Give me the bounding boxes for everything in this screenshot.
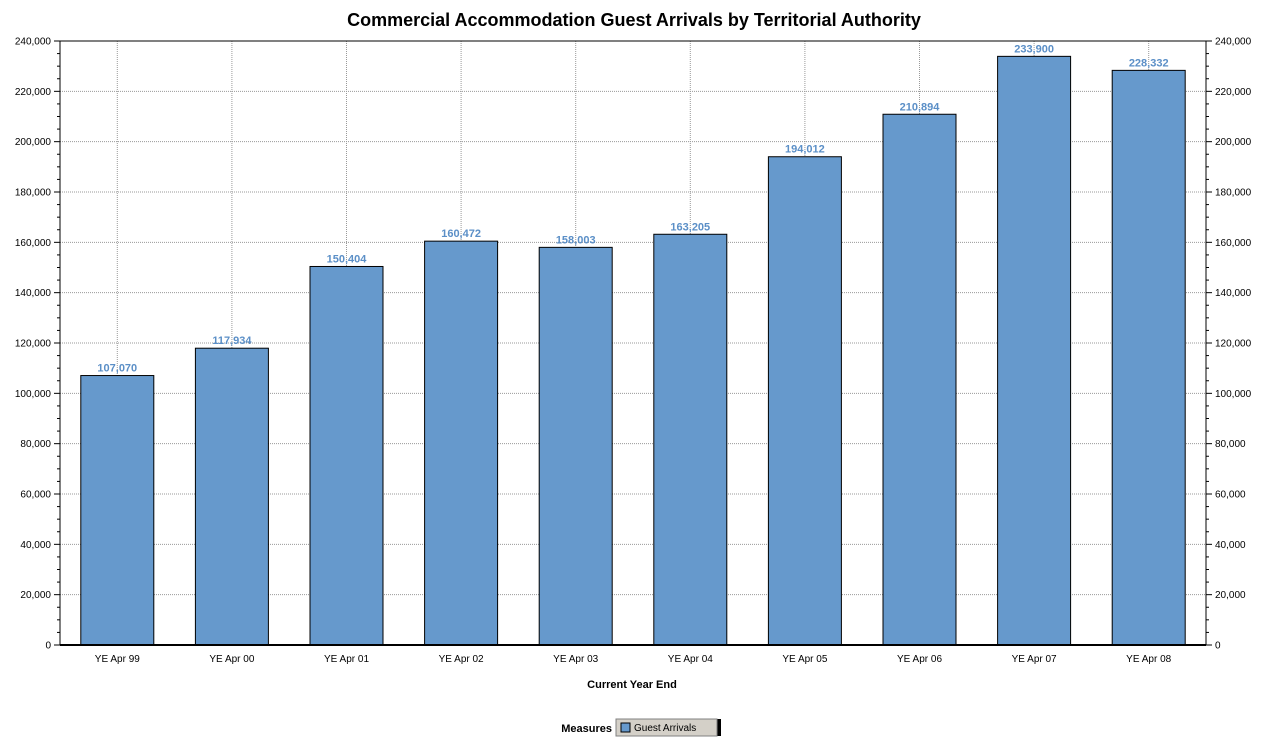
y-tick-label-left: 140,000 [15, 288, 52, 299]
data-label: 163,205 [670, 221, 710, 233]
data-label: 158,003 [556, 234, 596, 246]
bar-ye-apr-01 [309, 265, 384, 646]
legend: Measures Guest Arrivals [561, 718, 721, 737]
y-tick-label-right: 200,000 [1215, 137, 1252, 148]
data-label: 150,404 [327, 253, 368, 265]
y-tick-label-left: 60,000 [20, 490, 51, 501]
y-tick-label-right: 240,000 [1215, 37, 1252, 48]
y-tick-label-left: 20,000 [20, 590, 51, 601]
y-tick-label-right: 80,000 [1215, 439, 1246, 450]
y-tick-label-left: 0 [45, 641, 51, 652]
y-tick-label-left: 40,000 [20, 540, 51, 551]
x-axis-label: Current Year End [587, 679, 677, 691]
y-tick-label-left: 200,000 [15, 137, 52, 148]
x-tick-label: YE Apr 07 [1012, 654, 1057, 665]
y-tick-label-right: 160,000 [1215, 238, 1252, 249]
x-tick-label: YE Apr 00 [209, 654, 254, 665]
y-tick-label-left: 80,000 [20, 439, 51, 450]
legend-title: Measures [561, 723, 612, 735]
y-tick-label-right: 140,000 [1215, 288, 1252, 299]
x-tick-label: YE Apr 03 [553, 654, 598, 665]
y-tick-label-right: 120,000 [1215, 339, 1252, 350]
y-tick-label-left: 240,000 [15, 37, 52, 48]
y-tick-label-left: 180,000 [15, 188, 52, 199]
y-tick-label-left: 160,000 [15, 238, 52, 249]
y-tick-label-right: 0 [1215, 641, 1221, 652]
x-tick-label: YE Apr 06 [897, 654, 942, 665]
x-tick-label: YE Apr 05 [782, 654, 827, 665]
y-tick-label-right: 60,000 [1215, 490, 1246, 501]
y-tick-label-right: 220,000 [1215, 87, 1252, 98]
data-label: 233,900 [1014, 43, 1054, 55]
bar-ye-apr-00 [194, 347, 269, 646]
bars: 107,070 117,934 150,404 160,472 158,003 163,2… [80, 43, 1186, 646]
bar-ye-apr-02 [424, 240, 499, 646]
bar-ye-apr-03 [538, 246, 613, 646]
data-label: 117,934 [212, 335, 252, 347]
bar-ye-apr-06 [882, 113, 957, 646]
x-tick-label: YE Apr 99 [95, 654, 140, 665]
bar-ye-apr-07 [997, 55, 1072, 646]
legend-swatch [620, 722, 631, 733]
bar-ye-apr-04 [653, 233, 728, 646]
x-tick-label: YE Apr 02 [439, 654, 484, 665]
y-tick-label-right: 180,000 [1215, 188, 1252, 199]
data-label: 194,012 [785, 144, 825, 156]
data-label: 210,894 [900, 101, 941, 113]
axes: 0 0 20,000 20,000 40,000 40,000 60,000 60,000 80… [15, 37, 1252, 666]
y-tick-label-right: 40,000 [1215, 540, 1246, 551]
chart-title: Commercial Accommodation Guest Arrivals … [347, 10, 921, 30]
x-tick-label: YE Apr 04 [668, 654, 713, 665]
legend-box [615, 718, 718, 737]
x-tick-label: YE Apr 08 [1126, 654, 1171, 665]
y-tick-label-left: 100,000 [15, 389, 52, 400]
y-tick-label-right: 100,000 [1215, 389, 1252, 400]
data-label: 107,070 [97, 363, 137, 375]
legend-entry-guest-arrivals: Guest Arrivals [634, 723, 696, 734]
bar-ye-apr-08 [1111, 69, 1186, 646]
data-label: 160,472 [441, 228, 481, 240]
data-label: 228,332 [1129, 57, 1169, 69]
x-tick-label: YE Apr 01 [324, 654, 369, 665]
bar-ye-apr-99 [80, 375, 155, 646]
y-tick-label-left: 220,000 [15, 87, 52, 98]
y-tick-label-right: 20,000 [1215, 590, 1246, 601]
bar-ye-apr-05 [767, 156, 842, 646]
y-tick-label-left: 120,000 [15, 339, 52, 350]
